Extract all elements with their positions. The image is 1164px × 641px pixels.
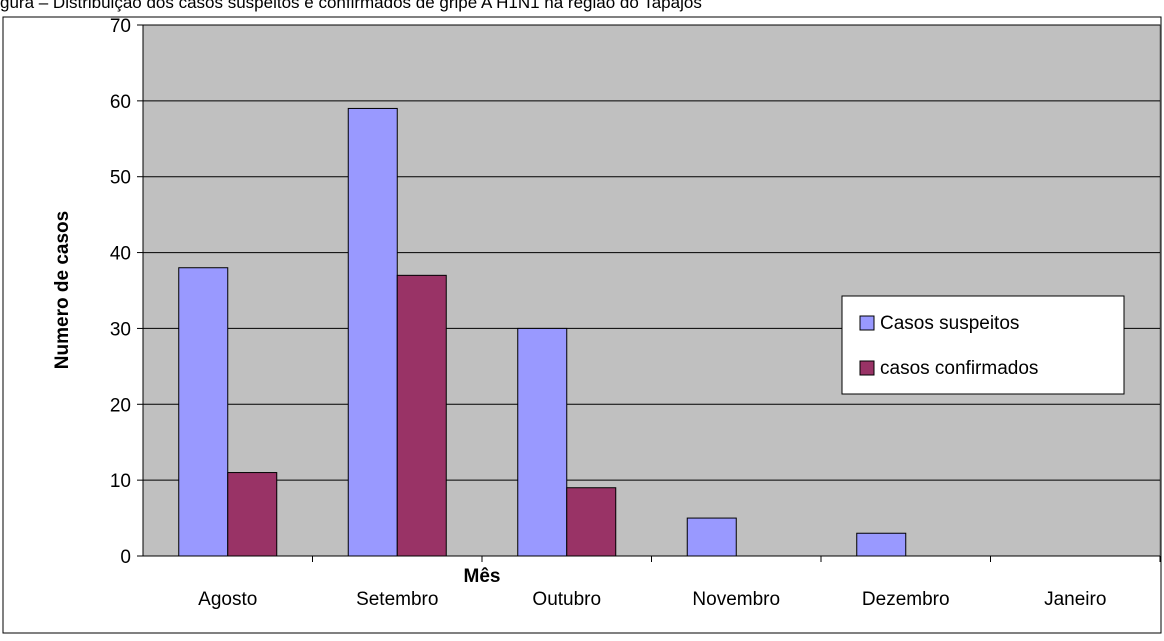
gridlines (143, 24, 1160, 481)
legend-swatch (859, 315, 875, 331)
bar-confirmados (566, 487, 617, 557)
x-tick-label: Novembro (692, 589, 780, 610)
y-tick-label: 70 (110, 16, 131, 37)
y-tick-label: 40 (110, 244, 131, 265)
legend-box (841, 295, 1125, 395)
bar-suspeitos (517, 327, 568, 557)
plot-area (142, 24, 1161, 557)
legend: Casos suspeitos casos confirmados (841, 295, 1125, 395)
bar-suspeitos (178, 267, 229, 557)
top-caption: gura – Distribuição dos casos suspeitos … (0, 0, 702, 12)
legend-label: Casos suspeitos (880, 313, 1019, 334)
x-tick-label: Setembro (356, 589, 438, 610)
axes: 0 10 20 30 40 50 60 70 Agosto Setembro Outubro Nove… (110, 16, 1161, 610)
legend-swatch (859, 360, 875, 376)
y-tick-label: 50 (110, 168, 131, 189)
y-tick-label: 20 (110, 395, 131, 416)
y-axis-title: Numero de casos (52, 211, 73, 369)
x-tick-label: Janeiro (1044, 589, 1106, 610)
bar-suspeitos (856, 532, 907, 557)
x-tick-label: Outubro (532, 589, 601, 610)
bar-suspeitos (347, 107, 398, 557)
legend-label: casos confirmados (880, 358, 1038, 379)
x-tick-label: Dezembro (862, 589, 950, 610)
y-tick-label: 0 (120, 547, 131, 568)
bars (178, 107, 907, 557)
bar-suspeitos (686, 517, 737, 557)
y-tick-label: 10 (110, 471, 131, 492)
bar-confirmados (227, 472, 278, 557)
x-tick-label: Agosto (198, 589, 257, 610)
bar-confirmados (396, 274, 447, 557)
y-tick-label: 60 (110, 92, 131, 113)
y-tick-label: 30 (110, 319, 131, 340)
x-axis-title: Mês (464, 566, 501, 587)
